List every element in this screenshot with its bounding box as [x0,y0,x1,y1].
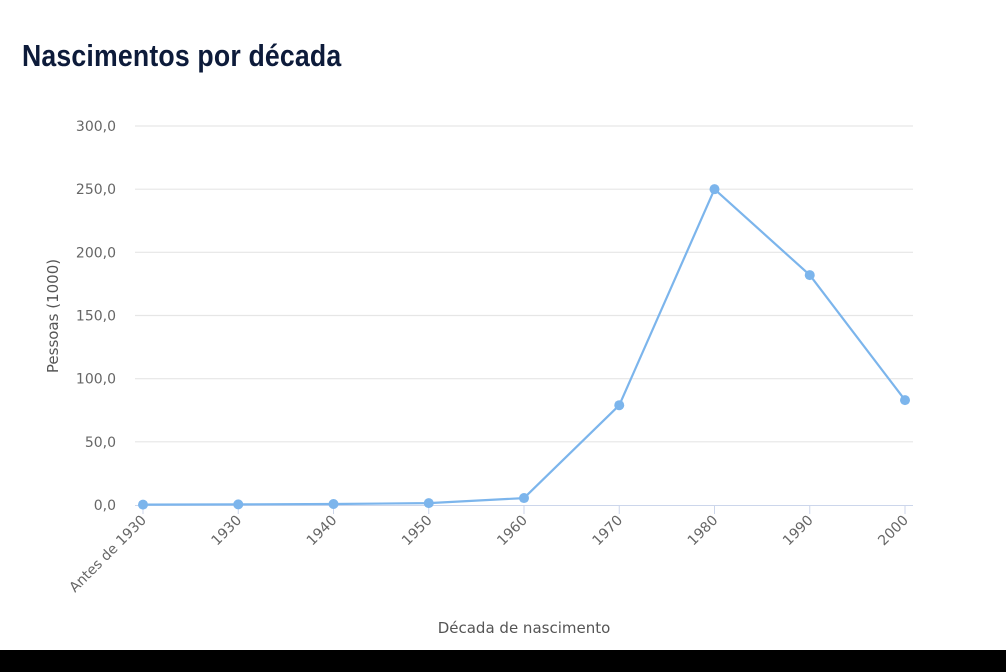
x-tick-label: 1940 [304,513,341,550]
y-axis-title: Pessoas (1000) [44,259,62,373]
data-point[interactable] [614,400,625,411]
data-point[interactable] [709,184,720,195]
y-tick-label: 50,0 [85,435,116,451]
page-title: Nascimentos por década [22,38,342,73]
data-point[interactable] [138,499,148,510]
data-points [138,184,910,510]
y-tick-label: 250,0 [76,182,116,198]
x-tick-label: 1970 [590,513,627,550]
x-tick-labels: Antes de 1930 1930 1940 1950 1960 1970 1980 199… [66,513,911,596]
series-line [141,188,907,506]
x-tick-label: 1960 [494,513,531,550]
x-tick-label: 1980 [685,513,722,550]
x-axis-title: Década de nascimento [438,619,611,637]
grid-lines [135,125,913,443]
y-tick-labels: 0,0 50,0 100,0 150,0 200,0 250,0 300,0 [76,119,116,514]
bottom-bar [0,650,1006,672]
chart-container: 0,0 50,0 100,0 150,0 200,0 250,0 300,0 Antes d… [44,119,913,637]
y-tick-label: 0,0 [94,498,116,514]
data-point[interactable] [900,395,910,406]
x-tick-label: 1990 [780,513,817,550]
data-point[interactable] [519,493,529,504]
x-tick-label: 2000 [875,513,912,550]
x-tick-marks [142,505,906,514]
data-point[interactable] [233,499,244,510]
y-tick-label: 100,0 [76,372,116,388]
line-chart: 0,0 50,0 100,0 150,0 200,0 250,0 300,0 Antes d… [44,119,913,637]
x-tick-label: 1950 [399,513,436,550]
x-tick-label: Antes de 1930 [66,513,149,596]
data-point[interactable] [804,270,815,281]
y-tick-label: 150,0 [76,309,116,325]
y-tick-label: 300,0 [76,119,116,135]
data-point[interactable] [423,498,434,509]
y-tick-label: 200,0 [76,245,116,261]
x-tick-label: 1930 [209,513,246,550]
data-point[interactable] [328,498,339,509]
